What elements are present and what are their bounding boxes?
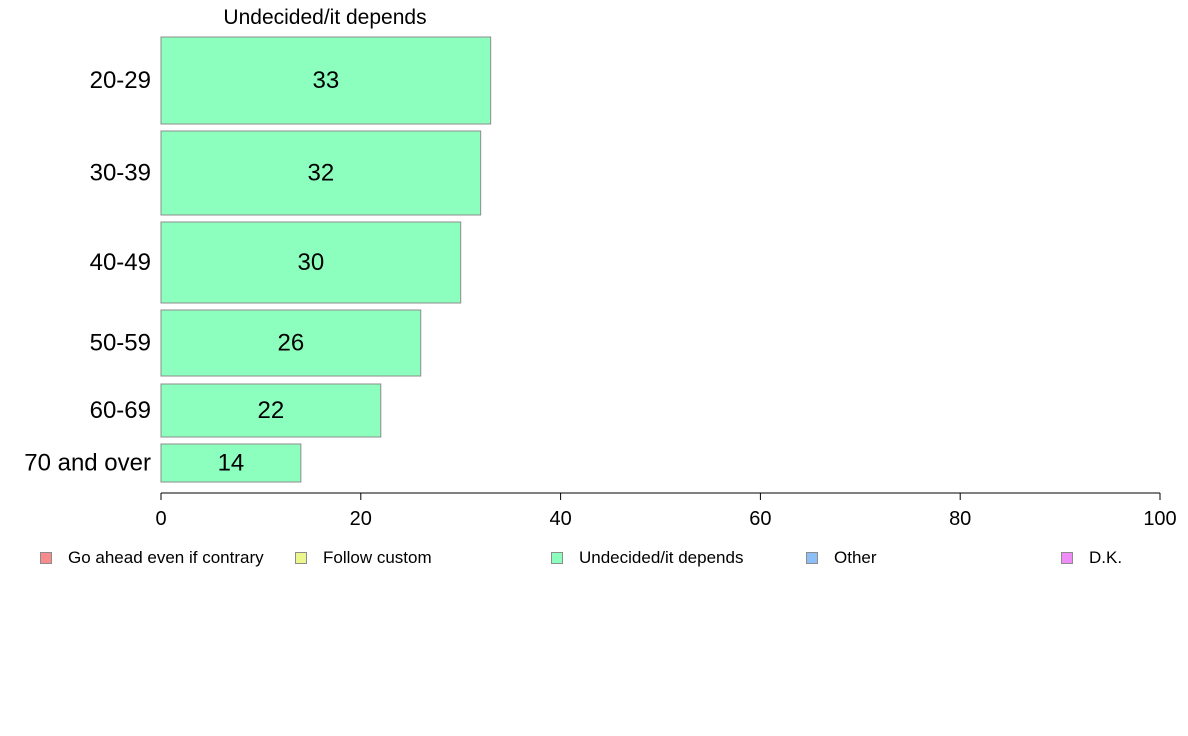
category-label-30-39: 30-39 bbox=[90, 160, 151, 187]
legend-swatch-go-ahead bbox=[40, 552, 52, 564]
x-tick-label-80: 80 bbox=[949, 508, 971, 530]
bar-chart: Undecided/it depends 33 32 30 26 22 14 20-29 3… bbox=[24, 6, 1176, 530]
bar-30-39 bbox=[160, 130, 482, 216]
legend-label-follow-custom: Follow custom bbox=[323, 548, 432, 567]
category-label-20-29: 20-29 bbox=[90, 67, 151, 94]
legend-item-undecided: Undecided/it depends bbox=[551, 546, 743, 570]
bar-value-label-70-and-over: 14 bbox=[218, 450, 245, 477]
x-tick-label-40: 40 bbox=[549, 508, 571, 530]
bar-60-69 bbox=[160, 383, 382, 438]
category-label-50-59: 50-59 bbox=[90, 330, 151, 357]
bar-20-29 bbox=[160, 36, 492, 125]
legend-swatch-undecided bbox=[551, 552, 563, 564]
legend-label-go-ahead: Go ahead even if contrary bbox=[68, 548, 264, 567]
legend-swatch-dk bbox=[1061, 552, 1073, 564]
chart-title: Undecided/it depends bbox=[223, 6, 426, 29]
bar-value-label-30-39: 32 bbox=[307, 160, 334, 187]
bar-40-49 bbox=[160, 221, 462, 304]
legend-item-dk: D.K. bbox=[1061, 546, 1122, 570]
x-tick-label-60: 60 bbox=[749, 508, 771, 530]
legend-label-dk: D.K. bbox=[1089, 548, 1123, 567]
legend-item-follow-custom: Follow custom bbox=[295, 546, 432, 570]
x-tick-label-20: 20 bbox=[350, 508, 372, 530]
bar-value-label-20-29: 33 bbox=[312, 67, 339, 94]
category-label-70-and-over: 70 and over bbox=[24, 450, 151, 477]
legend-label-undecided: Undecided/it depends bbox=[579, 548, 744, 567]
bar-value-label-60-69: 22 bbox=[258, 397, 285, 424]
x-tick-label-100: 100 bbox=[1143, 508, 1176, 530]
bar-50-59 bbox=[160, 309, 422, 377]
legend: Go ahead even if contrary Follow custom … bbox=[0, 546, 1188, 570]
bar-value-label-40-49: 30 bbox=[297, 249, 324, 276]
legend-item-go-ahead: Go ahead even if contrary bbox=[40, 546, 264, 570]
bar-value-label-50-59: 26 bbox=[278, 330, 305, 357]
category-label-60-69: 60-69 bbox=[90, 397, 151, 424]
legend-swatch-other bbox=[806, 552, 818, 564]
category-label-40-49: 40-49 bbox=[90, 249, 151, 276]
bar-70-and-over bbox=[160, 443, 302, 483]
x-tick-label-0: 0 bbox=[155, 508, 166, 530]
legend-swatch-follow-custom bbox=[295, 552, 307, 564]
legend-item-other: Other bbox=[806, 546, 877, 570]
legend-label-other: Other bbox=[834, 548, 877, 567]
